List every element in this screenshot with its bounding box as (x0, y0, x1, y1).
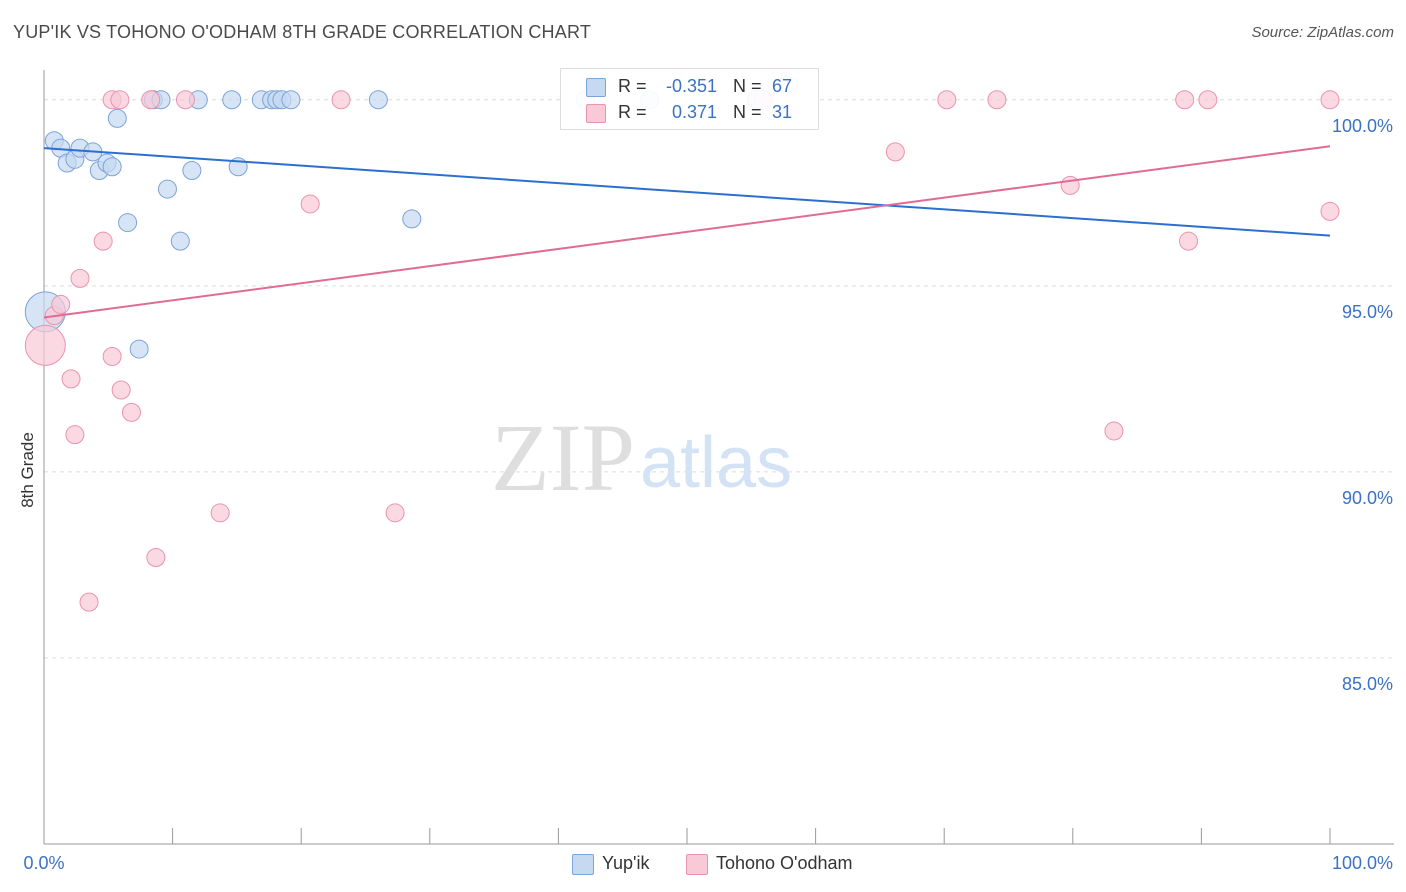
point-yupik (107, 108, 127, 128)
y-tick-label: 100.0% (1332, 116, 1393, 136)
trend-line-yupik (43, 147, 1331, 237)
point-yupik (170, 231, 190, 251)
point-tohono (24, 324, 66, 366)
point-tohono (885, 142, 905, 162)
grid-layer (44, 99, 1394, 659)
point-yupik (222, 90, 242, 110)
point-tohono (65, 425, 85, 445)
legend-r-value: 0.371 (671, 102, 717, 122)
point-yupik (281, 90, 301, 110)
point-tohono (102, 347, 122, 367)
x-tick-label: 0.0% (23, 853, 64, 873)
point-tohono (51, 294, 71, 314)
chart-source: Source: ZipAtlas.com (1251, 24, 1394, 41)
point-tohono (110, 90, 130, 110)
point-tohono (93, 231, 113, 251)
y-axis-label: 8th Grade (18, 432, 37, 508)
bottom-legend-label-tohono: Tohono O'odham (716, 853, 853, 873)
watermark-zip: ZIP (491, 404, 635, 511)
trend-line-tohono (43, 145, 1331, 319)
point-tohono (146, 547, 166, 567)
point-tohono (111, 380, 131, 400)
y-tick-label: 85.0% (1342, 674, 1393, 694)
legend-r-value: -0.351 (665, 76, 717, 96)
legend-r-label: R = (618, 102, 647, 122)
point-tohono (300, 194, 320, 214)
points-layer (24, 90, 1340, 612)
point-tohono (385, 503, 405, 523)
legend-n-value: 67 (772, 76, 793, 96)
point-tohono (937, 90, 957, 110)
legend-swatch-tohono (586, 104, 606, 123)
point-tohono (987, 90, 1007, 110)
legend-row-yupik: R = -0.351 N = 67 (561, 74, 818, 100)
bottom-legend-swatch-yupik (572, 854, 594, 875)
point-tohono (1104, 421, 1124, 441)
legend-n-label: N = (733, 102, 762, 122)
point-tohono (331, 90, 351, 110)
y-tick-label: 90.0% (1342, 488, 1393, 508)
point-yupik (368, 90, 388, 110)
point-tohono (121, 402, 141, 422)
point-tohono (175, 90, 195, 110)
watermark: ZIP atlas (491, 404, 792, 511)
point-tohono (210, 503, 230, 523)
x-tick-label: 100.0% (1332, 853, 1393, 873)
point-yupik (102, 157, 122, 177)
legend-row-tohono: R = 0.371 N = 31 (561, 100, 818, 126)
point-yupik (182, 160, 202, 180)
y-tick-label: 95.0% (1342, 302, 1393, 322)
legend-swatch-yupik (586, 78, 606, 97)
point-tohono (79, 592, 99, 612)
correlation-legend: R = -0.351 N = 67 R = 0.371 N = 31 (560, 68, 819, 130)
point-tohono (1179, 231, 1199, 251)
point-tohono (1175, 90, 1195, 110)
watermark-atlas: atlas (640, 423, 792, 503)
point-tohono (141, 90, 161, 110)
point-tohono (1320, 201, 1340, 221)
legend-n-value: 31 (772, 102, 793, 122)
legend-n-label: N = (733, 76, 762, 96)
point-yupik (402, 209, 422, 229)
bottom-legend-swatch-tohono (686, 854, 708, 875)
legend-r-label: R = (618, 76, 647, 96)
trend-layer (43, 145, 1331, 319)
point-yupik (129, 339, 149, 359)
bottom-legend-label-yupik: Yup'ik (602, 853, 650, 873)
axis-layer: 100.0% 95.0% 90.0% 85.0% 0.0% 100.0% (23, 70, 1394, 873)
point-tohono (70, 268, 90, 288)
point-yupik (157, 179, 177, 199)
point-tohono (61, 369, 81, 389)
point-tohono (1198, 90, 1218, 110)
point-tohono (1320, 90, 1340, 110)
chart-title: YUP'IK VS TOHONO O'ODHAM 8TH GRADE CORRE… (13, 22, 592, 42)
point-yupik (118, 213, 138, 233)
